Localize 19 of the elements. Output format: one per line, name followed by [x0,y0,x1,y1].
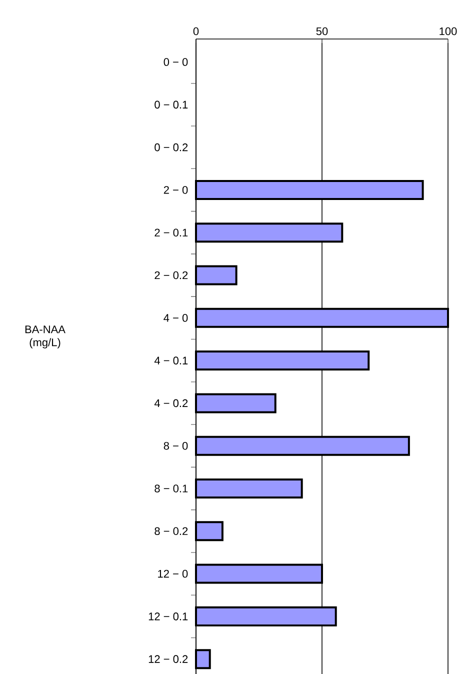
y-tick-label: 0 − 0 [164,58,188,66]
y-tick-label: 8 − 0 [164,442,188,450]
y-tick-label: 8 − 0.2 [154,527,188,536]
y-tick-label: 4 − 0 [164,314,188,322]
y-tick-label: 0 − 0.2 [154,143,188,152]
y-tick-label: 2 − 0 [164,186,188,194]
y-tick-label: 8 − 0.1 [154,484,188,492]
y-tick-label: 4 − 0.1 [154,356,188,364]
y-tick-label: 2 − 0.1 [154,228,188,237]
y-tick-label: 12 − 0.1 [148,612,188,620]
x-tick-label: 100 [440,27,457,36]
y-tick-label: 12 − 0 [158,570,188,578]
y-tick-label: 2 − 0.2 [154,271,188,280]
y-tick-label: 4 − 0.2 [154,399,188,408]
x-tick-label: 0 [193,27,199,36]
y-tick-label: 0 − 0.1 [154,100,188,109]
x-tick-label: 50 [316,27,328,36]
text: BA-NAA (mg/L) [25,326,66,348]
y-tick-label: 12 − 0.2 [148,655,188,663]
